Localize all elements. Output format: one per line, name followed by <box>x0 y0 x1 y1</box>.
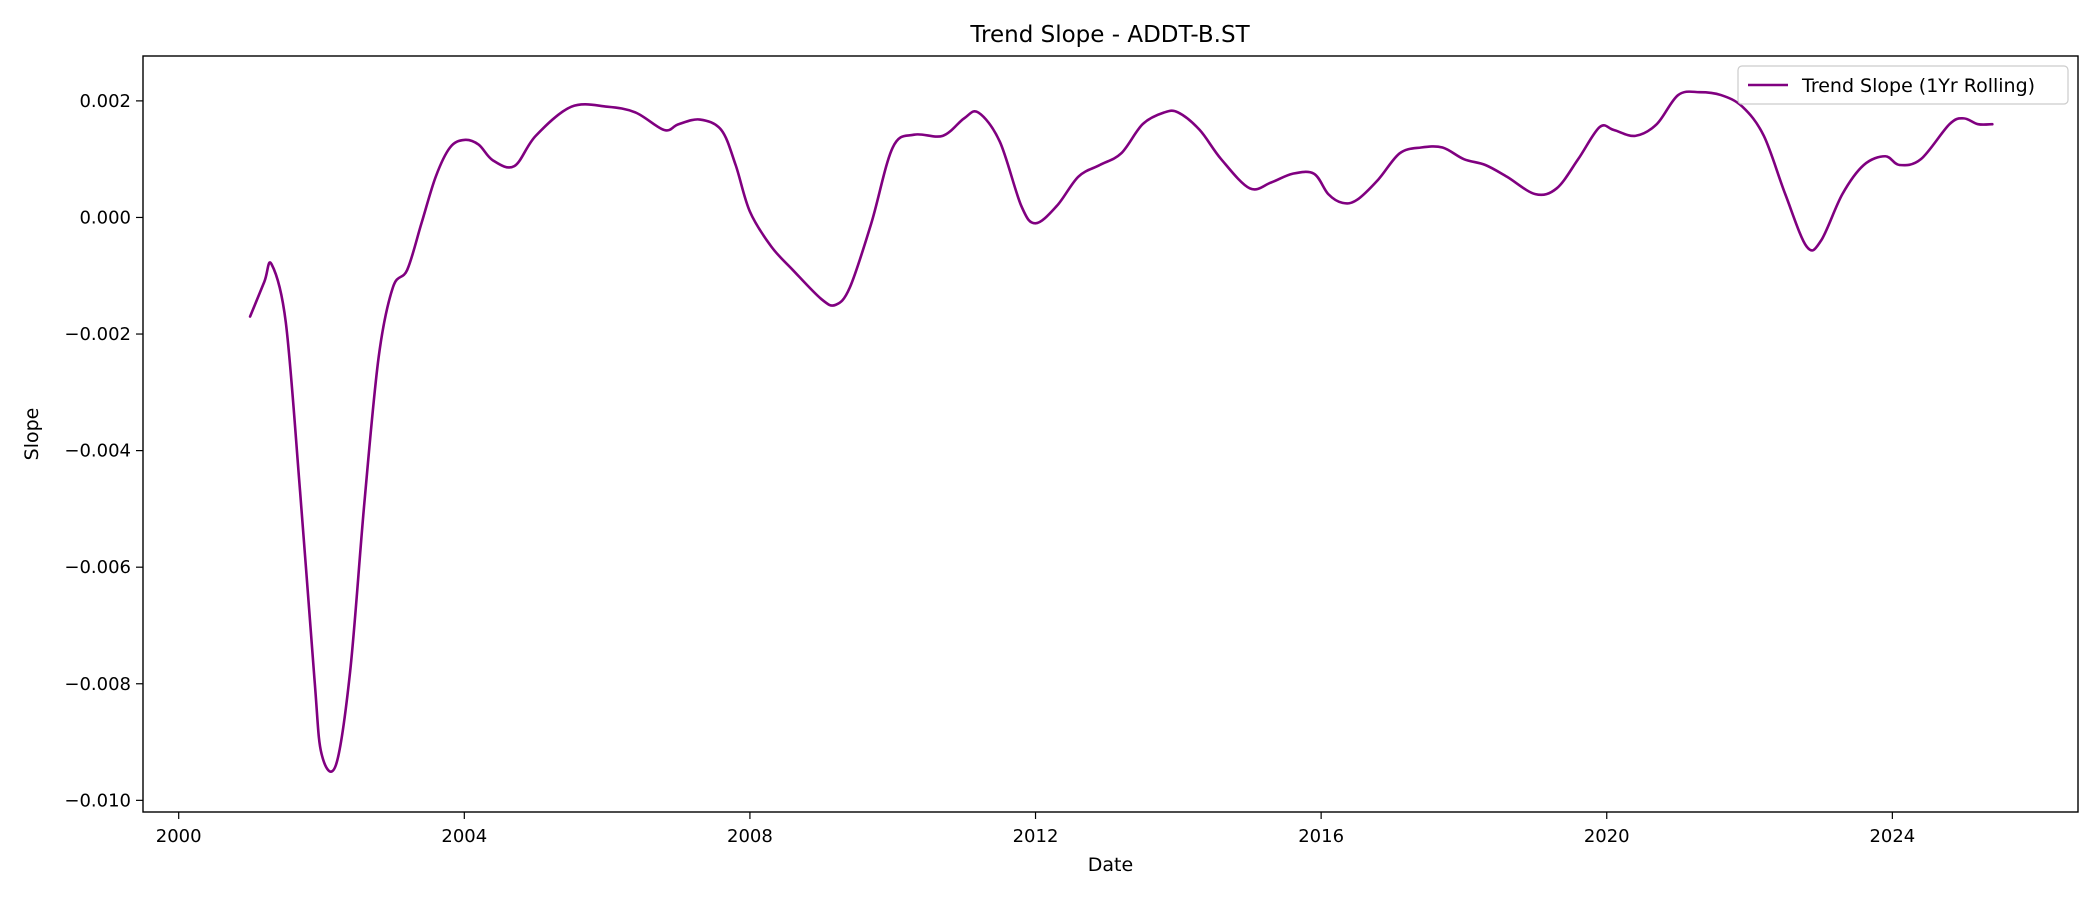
x-tick-label: 2004 <box>441 826 487 847</box>
x-tick-label: 2020 <box>1584 826 1630 847</box>
y-tick-label: −0.004 <box>64 441 131 462</box>
y-axis: 0.002 0.000 −0.002 −0.004 −0.006 −0.008 −0.010 <box>64 91 143 811</box>
x-axis-label: Date <box>1088 854 1133 876</box>
y-tick-label: −0.008 <box>64 674 131 695</box>
x-axis: 2000 2004 2008 2012 2016 2020 2024 <box>156 812 1915 847</box>
x-tick-label: 2024 <box>1869 826 1915 847</box>
chart-title: Trend Slope - ADDT-B.ST <box>969 22 1250 48</box>
x-tick-label: 2012 <box>1013 826 1059 847</box>
x-tick-label: 2008 <box>727 826 773 847</box>
y-tick-label: −0.002 <box>64 324 131 345</box>
y-tick-label: 0.000 <box>79 207 131 228</box>
plot-frame <box>142 55 2079 813</box>
y-axis-label: Slope <box>21 408 43 461</box>
y-tick-label: −0.010 <box>64 790 131 811</box>
y-tick-label: −0.006 <box>64 557 131 578</box>
x-tick-label: 2000 <box>156 826 202 847</box>
legend: Trend Slope (1Yr Rolling) <box>1737 65 2069 105</box>
series-line-trend-slope <box>248 90 1994 773</box>
legend-entry-trend-slope: Trend Slope (1Yr Rolling) <box>1801 75 2035 97</box>
legend-box <box>1737 65 2069 105</box>
y-tick-label: 0.002 <box>79 91 131 112</box>
x-tick-label: 2016 <box>1298 826 1344 847</box>
